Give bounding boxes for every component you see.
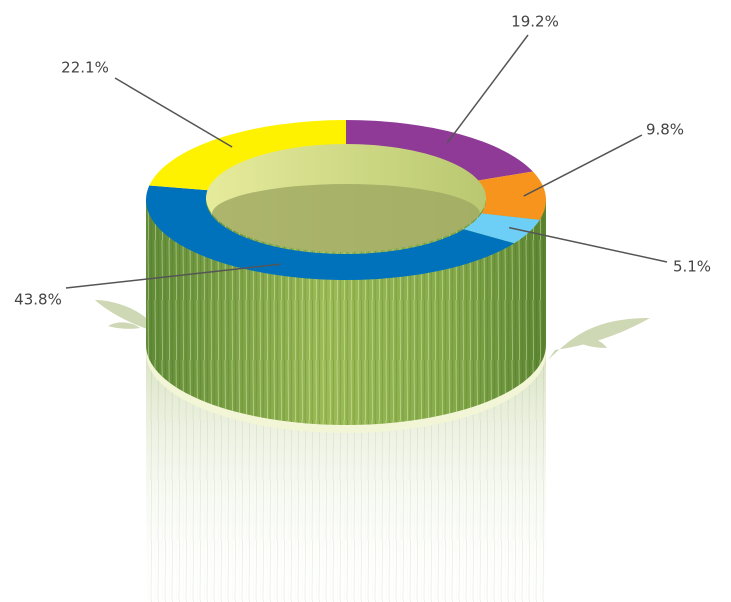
leaf [548, 318, 650, 360]
leader-line [508, 226, 668, 263]
leader-line [65, 263, 281, 289]
leader-line [446, 34, 529, 144]
slice [346, 120, 533, 181]
labels: 19.2% 9.8% 5.1% 43.8% 22.1% [14, 13, 711, 309]
leaf [95, 300, 150, 330]
leaf [575, 337, 607, 348]
leader-line [114, 77, 233, 148]
data-label: 43.8% [14, 291, 62, 309]
data-label: 19.2% [511, 13, 559, 31]
slice [149, 120, 346, 191]
hole [206, 144, 486, 253]
data-label: 22.1% [61, 59, 109, 77]
leader-line [523, 134, 643, 197]
slices [146, 120, 546, 280]
slice [476, 171, 546, 220]
leaf [108, 322, 140, 329]
slice [463, 213, 540, 244]
data-label: 9.8% [646, 121, 684, 139]
data-label: 5.1% [673, 258, 711, 276]
slice [146, 185, 515, 280]
hole-inside [212, 184, 480, 253]
